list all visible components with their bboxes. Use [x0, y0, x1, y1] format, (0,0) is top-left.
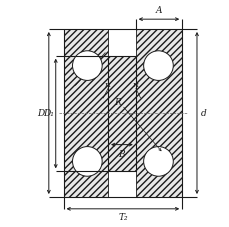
Bar [63, 29, 108, 197]
Text: r₁: r₁ [131, 81, 139, 89]
Circle shape [72, 51, 102, 80]
Text: B: B [118, 150, 125, 158]
Bar [108, 56, 135, 171]
Text: D₁: D₁ [43, 109, 54, 118]
Text: A: A [155, 6, 161, 15]
Circle shape [143, 147, 172, 176]
Circle shape [72, 147, 102, 176]
Bar [135, 29, 181, 197]
Text: D: D [38, 109, 45, 118]
Text: r₁: r₁ [104, 81, 111, 89]
Text: R: R [114, 98, 121, 107]
Circle shape [143, 51, 172, 80]
Text: d: d [200, 109, 206, 118]
Text: T₂: T₂ [117, 213, 127, 222]
